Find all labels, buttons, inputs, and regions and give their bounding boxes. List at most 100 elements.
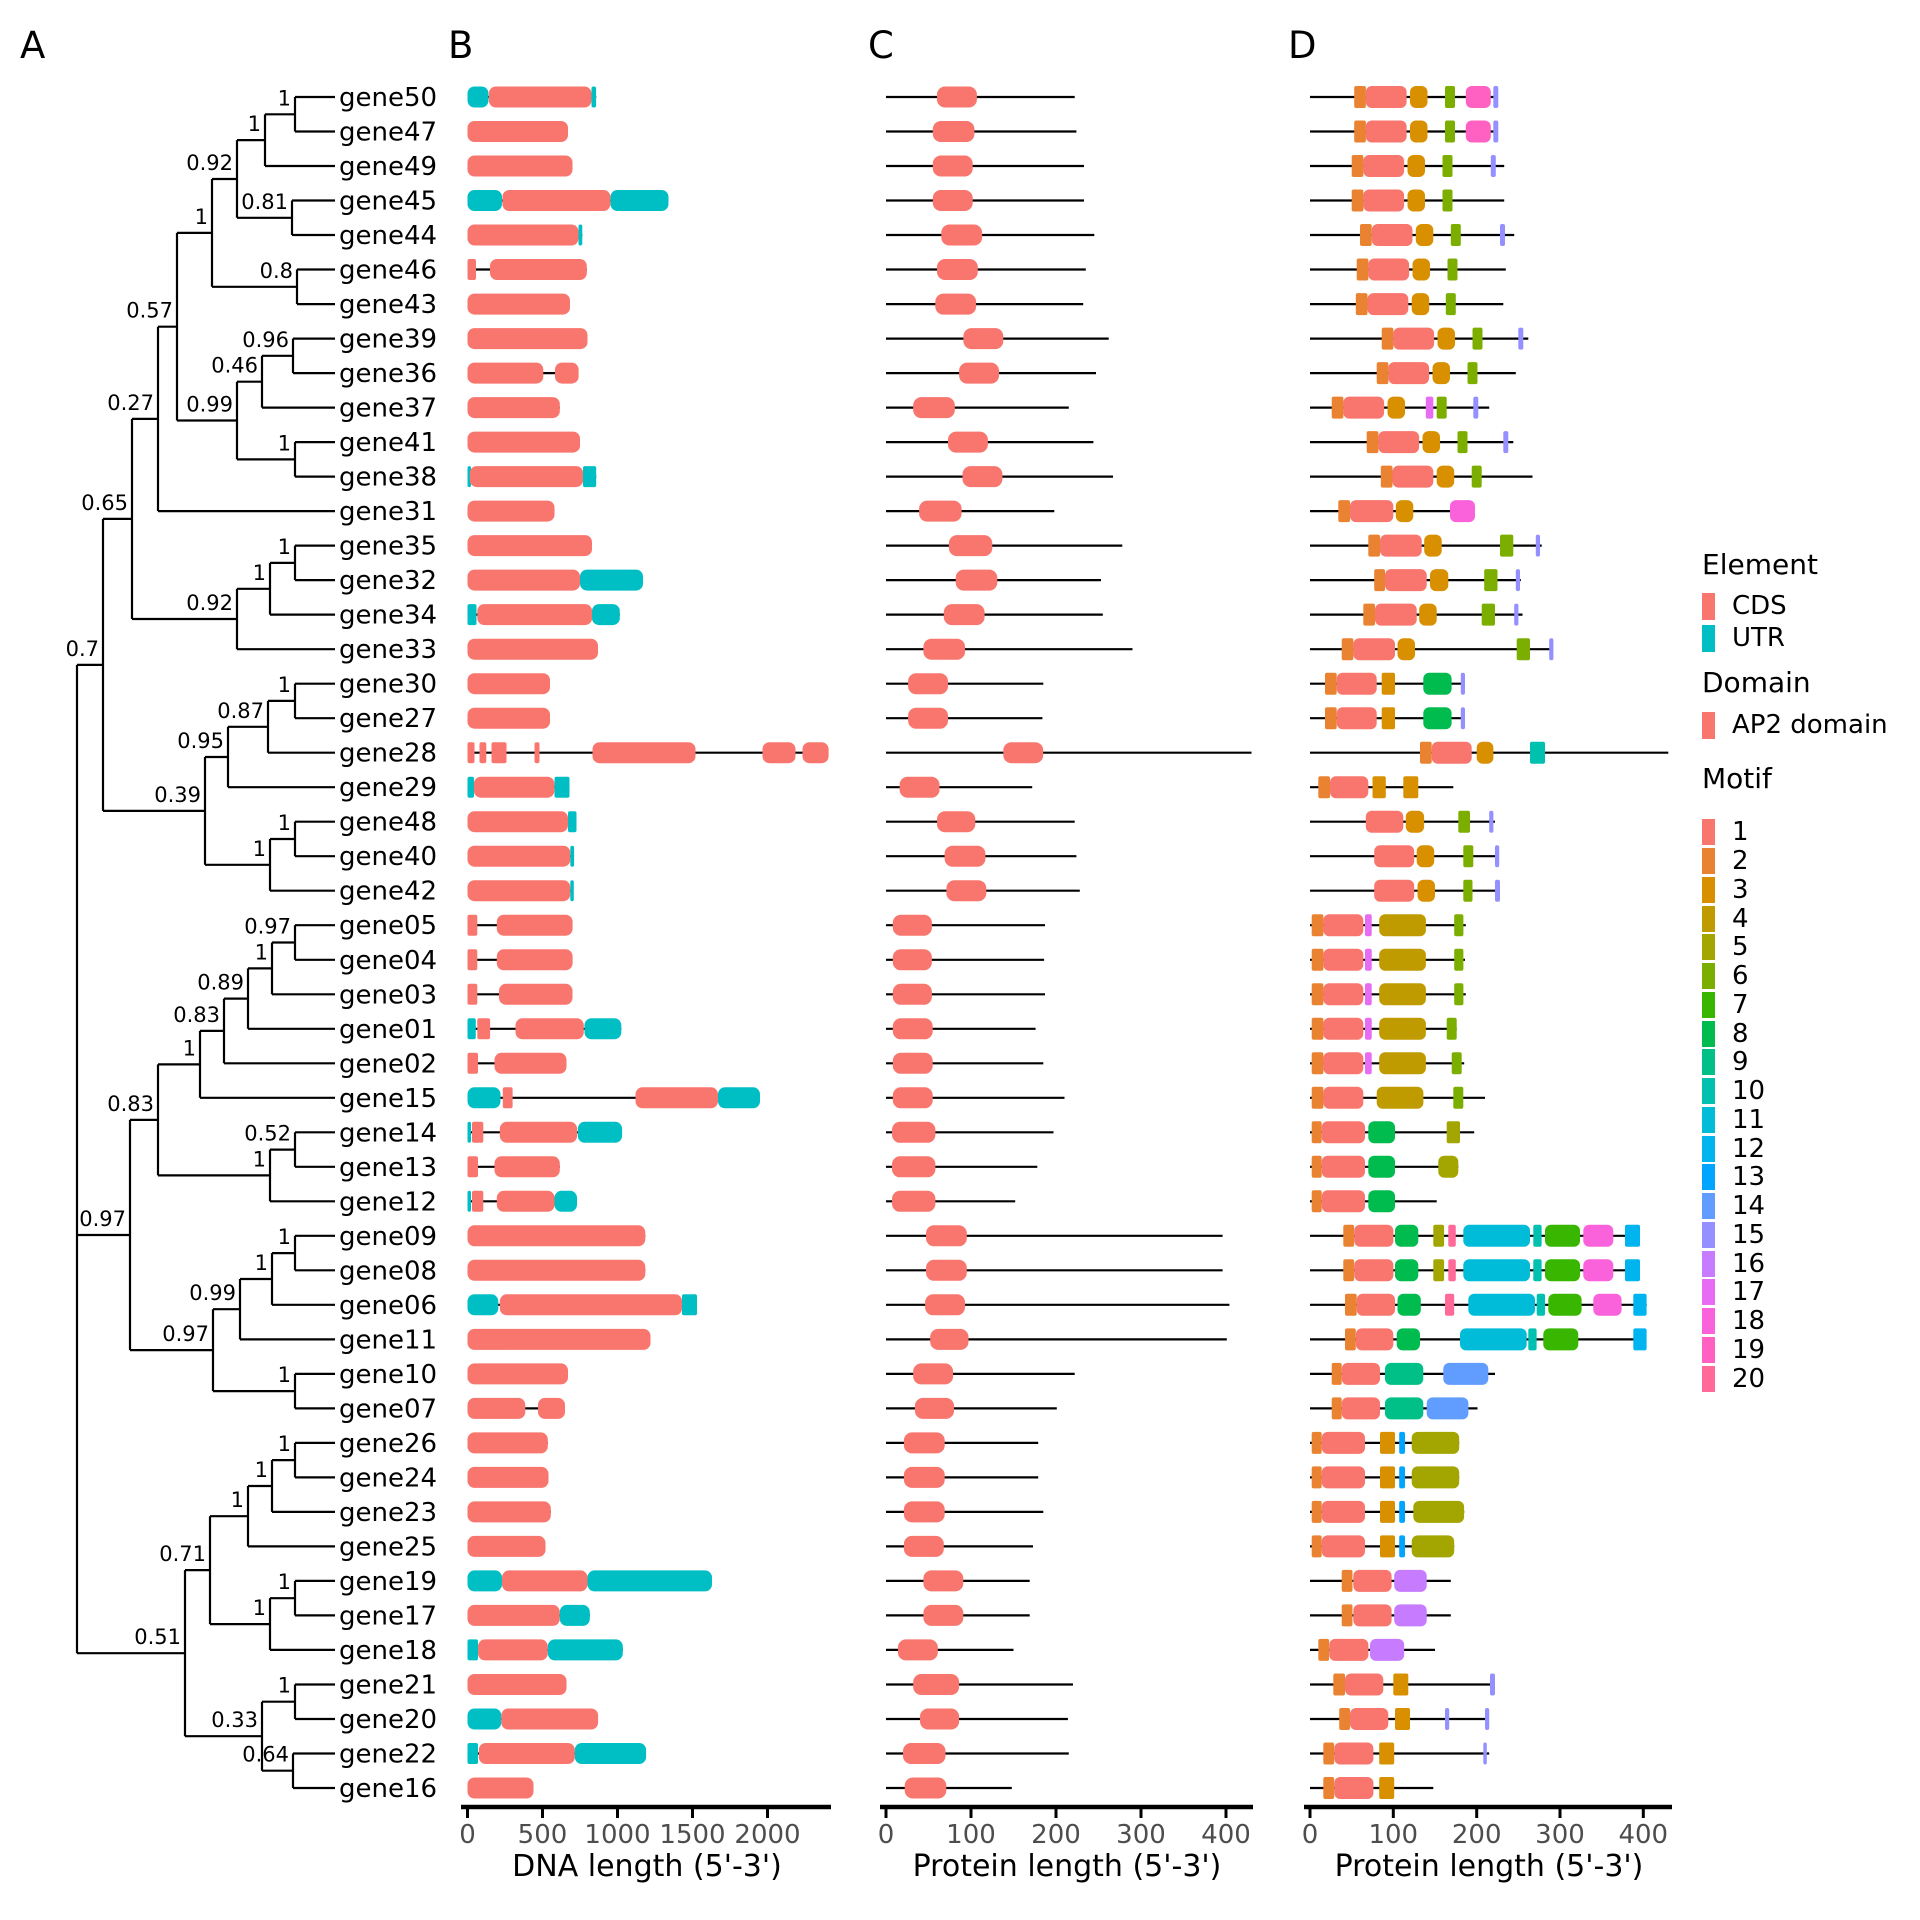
motif-13-label: 13 — [1732, 1162, 1766, 1193]
utr-segment — [559, 1604, 590, 1626]
cds-segment — [467, 742, 475, 764]
panel-label-d: D — [1288, 24, 1317, 67]
motif-block — [1311, 983, 1324, 1006]
motif-block — [1463, 1259, 1530, 1282]
motif-block — [1318, 1638, 1330, 1661]
motif-block — [1376, 362, 1389, 385]
ap2-domain — [941, 224, 983, 246]
motif-block — [1394, 1604, 1427, 1627]
motif-block — [1381, 327, 1394, 350]
legend-item-motif-14: 14 — [1702, 1191, 1765, 1221]
motif-block — [1467, 362, 1478, 385]
motif-block — [1378, 431, 1420, 454]
motif-block — [1450, 224, 1461, 246]
motif-block — [1410, 120, 1428, 143]
motif-block — [1436, 396, 1447, 419]
motif-block — [1485, 1708, 1490, 1730]
motif-block — [1448, 1259, 1456, 1282]
cds-segment — [515, 1018, 584, 1040]
motif-block — [1360, 224, 1372, 246]
cds-segment — [502, 190, 611, 211]
ap2-domain — [892, 1121, 936, 1143]
protein-axis-d-tick-label: 200 — [1452, 1820, 1502, 1850]
motif-block — [1422, 431, 1440, 454]
motif-block — [1345, 1673, 1384, 1696]
motif-block — [1625, 1224, 1640, 1247]
motif-block — [1351, 189, 1364, 212]
motif-15-swatch — [1702, 1221, 1715, 1248]
ap2-domain — [959, 362, 999, 384]
support-label: 1 — [278, 1363, 291, 1387]
legend-item-motif-5: 5 — [1702, 932, 1765, 962]
motif-block — [1365, 948, 1372, 971]
support-label: 1 — [253, 561, 266, 585]
motif-block — [1353, 1569, 1392, 1592]
motif-block — [1454, 948, 1464, 971]
legend-item-motif-17: 17 — [1702, 1277, 1765, 1307]
motif-9-label: 9 — [1732, 1047, 1749, 1078]
motif-block — [1323, 1742, 1335, 1765]
support-label: 1 — [183, 1036, 196, 1060]
legend-item-motif-15: 15 — [1702, 1219, 1766, 1250]
gene-label: gene16 — [339, 1774, 437, 1804]
support-label: 0.87 — [217, 699, 264, 723]
gene-label: gene44 — [339, 221, 437, 251]
gene-label: gene47 — [339, 118, 437, 148]
motif-block — [1354, 120, 1366, 143]
gene-label: gene24 — [339, 1463, 437, 1493]
cds-segment — [490, 259, 587, 280]
gene-label: gene50 — [339, 83, 437, 113]
gene-label: gene02 — [339, 1049, 437, 1079]
motif-block — [1535, 534, 1540, 557]
support-label: 0.97 — [162, 1322, 209, 1346]
motif-block — [1451, 1052, 1462, 1075]
motif-16-label: 16 — [1732, 1248, 1766, 1279]
motif-block — [1366, 431, 1379, 454]
motif-block — [1399, 1466, 1405, 1489]
gene-label: gene14 — [339, 1118, 437, 1148]
cds-segment — [467, 1501, 551, 1523]
motif-block — [1375, 603, 1417, 626]
motif-block — [1457, 431, 1468, 454]
motif-block — [1518, 327, 1524, 350]
gene-label: gene19 — [339, 1567, 437, 1597]
motif-15-label: 15 — [1732, 1219, 1766, 1250]
motif-block — [1436, 465, 1455, 488]
motif-block — [1460, 707, 1465, 730]
gene-label: gene12 — [339, 1187, 437, 1217]
support-label: 1 — [278, 86, 291, 110]
cds-label: CDS — [1732, 591, 1787, 621]
motif-block — [1450, 500, 1475, 523]
motif-block — [1633, 1293, 1647, 1316]
ap2-label: AP2 domain — [1732, 710, 1888, 740]
support-label: 0.96 — [242, 328, 289, 352]
motif-block — [1433, 1259, 1445, 1282]
utr-segment — [467, 1708, 502, 1730]
cds-segment — [635, 1087, 718, 1109]
support-label: 0.7 — [66, 637, 99, 661]
gene-label: gene21 — [339, 1671, 437, 1701]
gene-label: gene34 — [339, 601, 437, 631]
gene-label: gene15 — [339, 1084, 437, 1114]
utr-segment — [592, 604, 620, 626]
motif-14-swatch — [1702, 1193, 1715, 1220]
motif-block — [1380, 1466, 1395, 1489]
motif-block — [1365, 810, 1404, 833]
motif-block — [1376, 1086, 1424, 1109]
gene-label: gene08 — [339, 1256, 437, 1286]
cds-segment — [762, 742, 796, 764]
motif-block — [1323, 914, 1364, 937]
motif-10-label: 10 — [1732, 1076, 1766, 1107]
motif-block — [1533, 1224, 1542, 1247]
support-label: 0.64 — [242, 1743, 289, 1767]
motif-block — [1354, 1224, 1394, 1247]
ap2-domain — [914, 1397, 954, 1419]
legend-item-motif-19: 19 — [1702, 1334, 1766, 1365]
motif-block — [1381, 707, 1395, 730]
motif-block — [1363, 155, 1405, 177]
cds-segment — [467, 638, 598, 660]
motif-19-label: 19 — [1732, 1334, 1766, 1365]
motif-block — [1514, 603, 1519, 626]
legend-domain-title: Domain — [1702, 666, 1811, 699]
motif-block — [1495, 879, 1500, 902]
